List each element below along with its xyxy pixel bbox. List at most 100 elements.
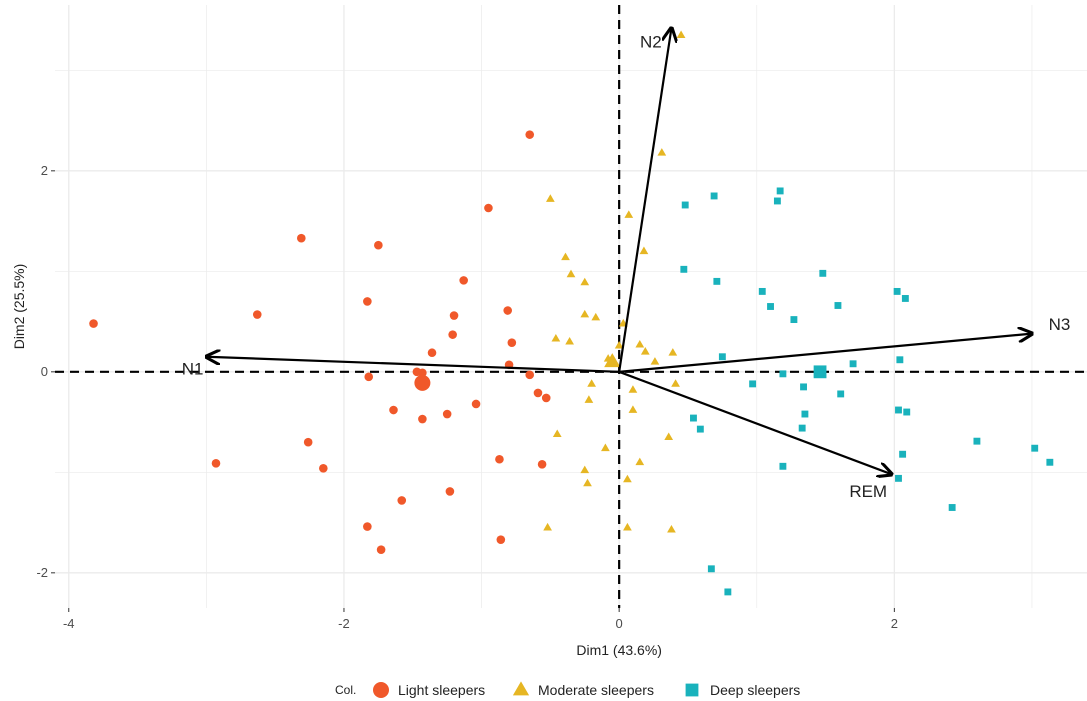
moderate-sleepers-point bbox=[614, 341, 624, 349]
light-sleepers-point bbox=[389, 405, 398, 415]
light-sleepers-point bbox=[363, 522, 372, 531]
deep-sleepers-point bbox=[724, 588, 732, 596]
deep-sleepers-point bbox=[713, 277, 721, 285]
legend-label-moderate-sleepers: Moderate sleepers bbox=[538, 682, 654, 698]
variable-arrow-rem bbox=[618, 370, 891, 475]
deep-sleepers-point bbox=[710, 192, 718, 200]
deep-sleepers-point bbox=[834, 302, 842, 309]
light-sleepers-point bbox=[484, 203, 493, 213]
moderate-sleepers-point bbox=[635, 340, 645, 348]
data-points bbox=[89, 30, 1054, 596]
light-sleepers-centroid bbox=[414, 374, 431, 391]
moderate-sleepers-point bbox=[566, 269, 576, 278]
light-sleepers-point bbox=[448, 330, 457, 339]
light-sleepers-point bbox=[445, 487, 455, 496]
deep-sleepers-point bbox=[819, 269, 827, 277]
light-sleepers-point bbox=[211, 458, 221, 468]
light-sleepers-point bbox=[364, 372, 374, 382]
deep-sleepers-point bbox=[749, 380, 757, 388]
moderate-sleepers-point bbox=[580, 277, 590, 286]
legend: Col. Light sleepers Moderate sleepers Deep … bbox=[335, 681, 800, 698]
axis-ticks: -4 -2 0 2 -2 0 2 bbox=[36, 163, 898, 631]
light-sleepers-point bbox=[471, 399, 481, 409]
deep-sleepers-point bbox=[973, 437, 981, 445]
legend-key-deep-sleepers bbox=[685, 683, 699, 697]
reference-lines bbox=[55, 5, 1087, 608]
variable-arrows: N1 N2 N3 REM bbox=[182, 28, 1071, 501]
moderate-sleepers-point bbox=[551, 333, 561, 342]
light-sleepers-point bbox=[376, 545, 386, 555]
variable-label-rem: REM bbox=[849, 482, 887, 501]
legend-key-light-sleepers bbox=[373, 682, 389, 698]
light-sleepers-point bbox=[496, 535, 506, 544]
variable-label-n2: N2 bbox=[640, 33, 662, 52]
variable-label-n3: N3 bbox=[1049, 315, 1071, 334]
deep-sleepers-point bbox=[680, 265, 688, 273]
deep-sleepers-point bbox=[801, 410, 809, 418]
deep-sleepers-point bbox=[798, 424, 806, 432]
deep-sleepers-point bbox=[767, 303, 774, 310]
moderate-sleepers-point bbox=[552, 429, 562, 437]
deep-sleepers-point bbox=[837, 390, 845, 398]
deep-sleepers-point bbox=[696, 425, 704, 433]
moderate-sleepers-point bbox=[639, 246, 649, 255]
deep-sleepers-point bbox=[895, 406, 902, 414]
x-tick-label: -2 bbox=[338, 616, 350, 631]
light-sleepers-point bbox=[363, 297, 372, 306]
light-sleepers-point bbox=[374, 240, 383, 250]
grid-lines bbox=[55, 5, 1087, 608]
deep-sleepers-point bbox=[901, 295, 909, 302]
moderate-sleepers-point bbox=[565, 337, 574, 345]
light-sleepers-point bbox=[89, 319, 98, 328]
light-sleepers-point bbox=[397, 496, 407, 505]
y-axis-title: Dim2 (25.5%) bbox=[11, 264, 27, 350]
x-axis-title: Dim1 (43.6%) bbox=[576, 642, 662, 658]
moderate-sleepers-point bbox=[628, 385, 638, 393]
deep-sleepers-point bbox=[1031, 444, 1039, 452]
deep-sleepers-point bbox=[779, 462, 787, 470]
light-sleepers-point bbox=[541, 393, 551, 403]
light-sleepers-point bbox=[418, 414, 427, 424]
light-sleepers-point bbox=[525, 130, 535, 139]
x-tick-label: -4 bbox=[63, 616, 75, 631]
deep-sleepers-point bbox=[790, 316, 798, 324]
deep-sleepers-point bbox=[681, 201, 689, 209]
moderate-sleepers-point bbox=[591, 312, 601, 321]
deep-sleepers-point bbox=[849, 360, 857, 368]
legend-key-moderate-sleepers bbox=[512, 681, 530, 696]
variable-arrow-n3 bbox=[619, 334, 1032, 373]
moderate-sleepers-point bbox=[640, 347, 650, 355]
moderate-sleepers-point bbox=[580, 309, 590, 318]
light-sleepers-point bbox=[427, 348, 437, 358]
light-sleepers-point bbox=[297, 233, 306, 243]
moderate-sleepers-point bbox=[623, 474, 632, 483]
deep-sleepers-point bbox=[895, 474, 902, 482]
deep-sleepers-point bbox=[800, 383, 807, 391]
moderate-sleepers-point bbox=[543, 522, 552, 531]
legend-title: Col. bbox=[335, 683, 356, 697]
legend-label-deep-sleepers: Deep sleepers bbox=[710, 682, 800, 698]
moderate-sleepers-point bbox=[545, 194, 555, 202]
moderate-sleepers-point bbox=[601, 443, 610, 452]
deep-sleepers-point bbox=[690, 414, 697, 422]
x-tick-label: 2 bbox=[891, 616, 898, 631]
light-sleepers-point bbox=[459, 276, 468, 285]
variable-arrow-n1 bbox=[206, 357, 620, 373]
moderate-sleepers-point bbox=[561, 252, 570, 261]
deep-sleepers-centroid bbox=[813, 365, 827, 379]
moderate-sleepers-point bbox=[635, 457, 645, 466]
deep-sleepers-point bbox=[899, 450, 907, 458]
x-tick-label: 0 bbox=[616, 616, 623, 631]
y-tick-label: 0 bbox=[41, 364, 48, 379]
moderate-sleepers-point bbox=[583, 478, 592, 487]
light-sleepers-point bbox=[252, 310, 262, 319]
deep-sleepers-point bbox=[773, 197, 781, 205]
variable-arrow-n2 bbox=[618, 28, 671, 372]
moderate-sleepers-point bbox=[580, 465, 590, 474]
deep-sleepers-point bbox=[893, 287, 901, 295]
y-tick-label: -2 bbox=[36, 565, 48, 580]
legend-label-light-sleepers: Light sleepers bbox=[398, 682, 485, 698]
moderate-sleepers-point bbox=[664, 432, 674, 441]
moderate-sleepers-point bbox=[650, 357, 660, 365]
moderate-sleepers-point bbox=[624, 210, 634, 218]
